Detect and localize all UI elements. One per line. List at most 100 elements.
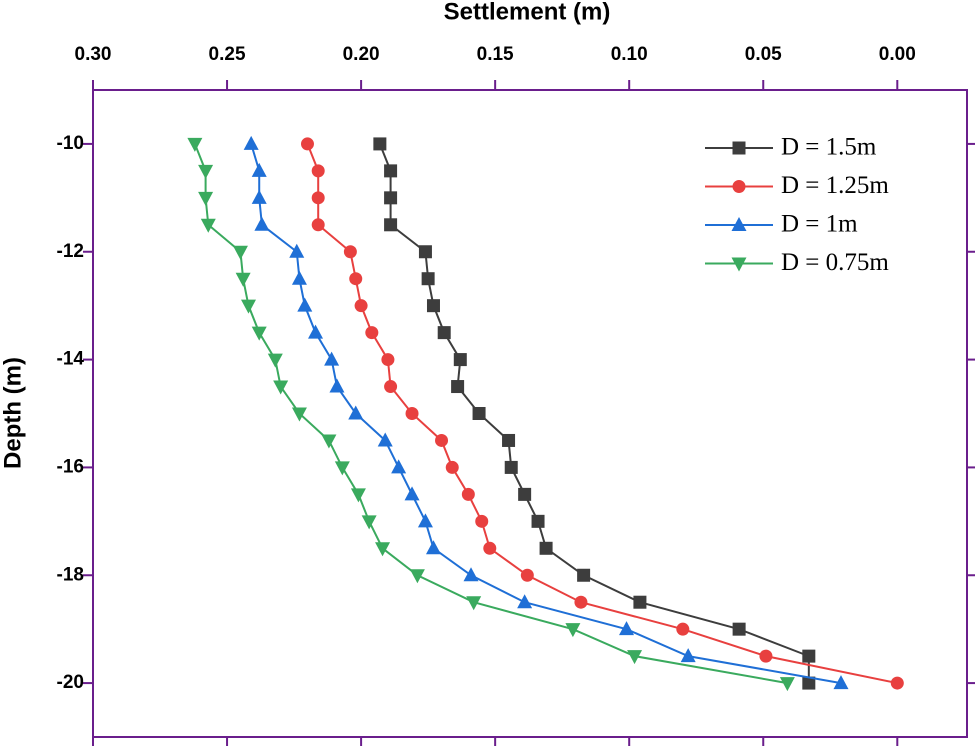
marker [779,677,795,692]
marker [311,218,325,232]
marker [619,621,635,636]
y-tick-label: -20 [57,672,84,693]
marker [297,297,313,312]
y-tick-label: -16 [57,456,84,477]
marker [531,514,545,528]
marker [235,272,251,287]
marker [627,650,643,665]
marker [732,622,746,636]
marker [381,353,395,367]
marker [198,164,214,179]
marker [311,191,325,205]
marker [404,486,420,501]
marker [324,351,340,366]
marker [518,487,532,501]
marker [890,676,904,690]
marker [517,594,533,609]
marker [300,137,314,151]
marker [384,218,398,232]
marker [273,380,289,395]
y-tick-label: -12 [57,241,84,262]
marker [574,595,588,609]
marker [463,567,479,582]
marker [565,623,581,638]
legend-marker [732,141,746,155]
marker [384,380,398,394]
marker [833,675,849,690]
marker [405,407,419,420]
legend-label: D = 1m [781,211,858,238]
marker [267,353,283,368]
x-tick-label: 0.10 [611,44,648,65]
marker [348,405,364,420]
legend-marker [732,180,746,193]
marker [308,324,324,339]
marker [466,596,482,611]
marker [291,407,307,422]
legend-label: D = 1.25m [781,172,889,199]
marker [418,245,432,259]
marker [453,353,467,367]
marker [483,541,497,555]
marker [329,378,345,393]
y-axis-title: Depth (m) [0,357,26,469]
marker [680,648,696,663]
plot-frame [92,89,968,738]
marker [676,622,690,636]
marker [435,433,449,447]
marker [451,380,465,394]
x-tick-label: 0.30 [75,44,112,65]
marker [311,164,325,178]
x-tick-label: 0.05 [745,44,782,65]
marker [633,595,647,609]
marker [289,243,305,258]
marker [251,189,267,204]
marker [349,272,363,286]
x-tick-label: 0.20 [343,44,380,65]
y-tick-label: -18 [57,564,84,585]
marker [802,676,816,690]
legend-label: D = 1.5m [781,134,877,161]
marker [759,649,773,663]
x-tick-label: 0.00 [879,44,916,65]
marker [384,191,398,205]
series-line [193,143,788,685]
marker [375,542,391,557]
legend-marker [731,217,747,231]
legend-label: D = 0.75m [781,249,889,276]
marker [232,245,248,260]
marker [504,460,518,474]
marker [426,299,440,313]
marker [240,299,256,314]
legend-marker [731,257,747,272]
x-axis-title: Settlement (m) [444,0,611,25]
marker [200,218,216,233]
marker [437,326,451,340]
marker [254,216,270,231]
marker [350,488,366,503]
marker [373,137,387,151]
marker [384,164,398,178]
marker [187,137,203,152]
marker [421,272,435,286]
marker [472,407,486,420]
marker [391,459,407,474]
marker [361,515,377,530]
marker [198,191,214,206]
marker [417,513,433,528]
y-tick-label: -14 [57,349,85,370]
marker [539,541,553,555]
marker [475,514,489,528]
marker [343,245,357,259]
marker [425,540,441,555]
marker [334,461,350,476]
marker [365,326,379,340]
marker [291,270,307,285]
marker [502,433,516,447]
marker [377,432,393,447]
marker [354,299,368,313]
x-tick-label: 0.25 [209,44,246,65]
marker [802,649,816,663]
y-tick-label: -10 [57,133,84,154]
